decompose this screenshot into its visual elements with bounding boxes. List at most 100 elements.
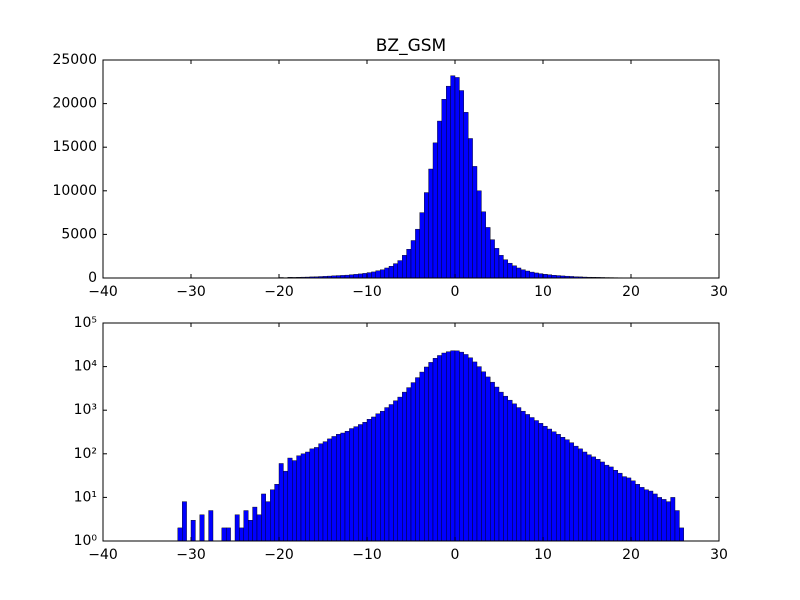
histogram-bar bbox=[463, 112, 469, 279]
histogram-bar bbox=[534, 272, 539, 279]
histogram-bar bbox=[331, 436, 337, 542]
histogram-bar bbox=[362, 273, 368, 279]
y-tick-label: 5000 bbox=[61, 226, 97, 242]
histogram-bar bbox=[402, 391, 407, 542]
histogram-bar bbox=[472, 166, 478, 279]
y-tick-label: 10⁴ bbox=[74, 359, 98, 375]
histogram-bar bbox=[630, 480, 636, 542]
histogram-bar bbox=[564, 439, 570, 542]
histogram-bar bbox=[468, 138, 473, 279]
histogram-bar bbox=[613, 470, 619, 542]
histogram-bar bbox=[424, 366, 429, 542]
histogram-bar bbox=[446, 85, 451, 279]
histogram-bar bbox=[450, 75, 456, 279]
histogram-bar bbox=[265, 501, 271, 542]
histogram-bar bbox=[674, 510, 680, 542]
histogram-bar bbox=[648, 490, 654, 542]
histogram-bar bbox=[498, 255, 504, 279]
histogram-bar bbox=[278, 463, 284, 542]
histogram-bar bbox=[177, 527, 183, 542]
histogram-bar bbox=[463, 354, 469, 542]
x-tick-label: −20 bbox=[264, 547, 294, 563]
histogram-bar bbox=[578, 448, 583, 542]
histogram-bar bbox=[380, 410, 385, 542]
histogram-bar bbox=[388, 404, 394, 542]
histogram-bar bbox=[353, 274, 359, 279]
histogram-bar bbox=[190, 519, 196, 542]
histogram-bar bbox=[516, 267, 522, 279]
histogram-bar bbox=[507, 399, 513, 542]
histogram-bar bbox=[270, 489, 275, 542]
histogram-bar bbox=[208, 510, 214, 542]
histogram-bar bbox=[305, 451, 310, 542]
histogram-bar bbox=[318, 443, 324, 542]
histogram-bar bbox=[327, 438, 332, 542]
histogram-bar bbox=[591, 456, 597, 542]
axes-frame bbox=[102, 322, 720, 542]
x-tick-label: 10 bbox=[534, 284, 552, 300]
x-tick-label: −10 bbox=[352, 547, 382, 563]
histogram-bar bbox=[529, 417, 535, 542]
histogram-bar bbox=[406, 249, 412, 279]
histogram-bar bbox=[261, 493, 266, 542]
histogram-bar bbox=[525, 414, 531, 542]
histogram-bar bbox=[512, 403, 517, 542]
histogram-bar bbox=[375, 270, 381, 279]
histogram-bar bbox=[393, 400, 398, 542]
histogram-bar bbox=[635, 484, 641, 542]
histogram-bar bbox=[322, 441, 328, 542]
x-tick-label: −40 bbox=[88, 284, 118, 300]
histogram-bar bbox=[481, 211, 486, 279]
histogram-bar bbox=[358, 273, 363, 279]
histogram-bar bbox=[199, 514, 205, 542]
histogram-bar bbox=[336, 434, 341, 542]
histogram-bar bbox=[503, 395, 508, 542]
histogram-bar bbox=[181, 501, 187, 542]
histogram-bar bbox=[415, 228, 420, 279]
histogram-bar bbox=[402, 255, 407, 279]
histogram-bar bbox=[476, 190, 482, 279]
y-tick-label: 10⁵ bbox=[74, 315, 97, 331]
histogram-bar bbox=[454, 77, 460, 279]
histogram-bar bbox=[380, 269, 385, 279]
histogram-bar bbox=[450, 350, 456, 542]
histogram-bar bbox=[371, 416, 376, 542]
histogram-bar bbox=[459, 90, 464, 279]
histogram-bar bbox=[538, 273, 544, 279]
histogram-bar bbox=[494, 386, 500, 542]
histogram-bar bbox=[247, 519, 253, 542]
histogram-bar bbox=[256, 514, 262, 542]
y-tick-label: 10¹ bbox=[74, 489, 97, 505]
chart-title: BZ_GSM bbox=[376, 36, 446, 56]
histogram-bar bbox=[371, 271, 376, 279]
histogram-bar bbox=[419, 371, 425, 542]
x-tick-label: 20 bbox=[622, 547, 640, 563]
histogram-bar bbox=[274, 484, 280, 542]
histogram-bar bbox=[529, 271, 535, 279]
histogram-bar bbox=[569, 442, 575, 542]
histogram-bar bbox=[441, 352, 447, 542]
histogram-bar bbox=[679, 527, 685, 542]
histogram-bar bbox=[366, 272, 372, 279]
y-tick-label: 25000 bbox=[52, 52, 97, 68]
histogram-bar bbox=[393, 263, 398, 279]
histogram-bar bbox=[287, 457, 293, 542]
histogram-bar bbox=[366, 419, 372, 542]
x-tick-label: −10 bbox=[352, 284, 382, 300]
histogram-bar bbox=[481, 371, 486, 542]
histogram-bar bbox=[428, 362, 434, 542]
histogram-bar bbox=[512, 265, 517, 279]
histogram-bar bbox=[349, 428, 354, 542]
histogram-bar bbox=[441, 99, 447, 279]
histogram-bar bbox=[406, 387, 412, 542]
y-tick-label: 10³ bbox=[74, 402, 97, 418]
histogram-bar bbox=[344, 430, 350, 542]
y-tick-label: 10² bbox=[74, 446, 97, 462]
x-tick-label: 0 bbox=[451, 547, 460, 563]
histogram-bar bbox=[485, 376, 491, 542]
histogram-bar bbox=[415, 377, 420, 542]
histogram-bar bbox=[573, 445, 579, 542]
histogram-bar bbox=[534, 420, 539, 542]
histogram-bar bbox=[358, 424, 363, 542]
